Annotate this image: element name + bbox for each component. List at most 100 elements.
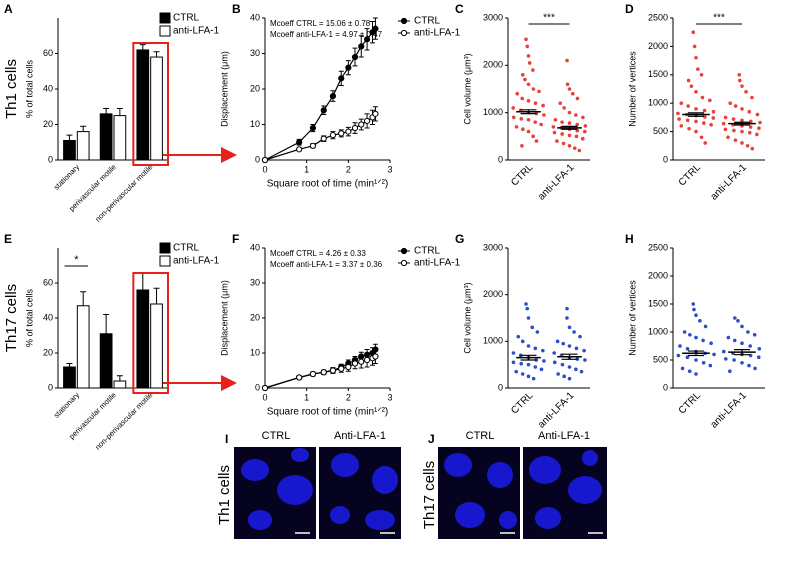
- x-tick-label: 2: [346, 164, 351, 174]
- y-axis-label: Displacement (μm): [219, 51, 229, 127]
- dot: [687, 126, 691, 131]
- dot: [531, 134, 535, 139]
- dot: [750, 95, 754, 100]
- y-tick-label: 20: [43, 119, 53, 129]
- dot: [542, 359, 546, 363]
- dot: [732, 128, 736, 133]
- dot: [685, 355, 690, 360]
- dot: [553, 117, 558, 122]
- y-tick-label: 0: [498, 382, 503, 392]
- y-tick-label: 3000: [483, 242, 503, 252]
- dot: [711, 116, 716, 120]
- dot: [526, 344, 531, 348]
- dot: [580, 136, 585, 141]
- y-tick-label: 60: [43, 277, 53, 287]
- dot: [680, 366, 685, 371]
- dot: [694, 90, 698, 94]
- bar: [76, 305, 90, 389]
- column-label: CTRL: [466, 430, 495, 442]
- dot: [686, 104, 690, 108]
- dot: [542, 113, 546, 117]
- y-tick-label: 40: [43, 312, 53, 322]
- y-tick-label: 2000: [648, 270, 668, 280]
- marker: [309, 370, 317, 378]
- dot: [524, 37, 528, 42]
- dot: [581, 115, 585, 120]
- y-tick-label: 40: [250, 12, 260, 22]
- dot: [574, 134, 579, 139]
- error-bar: [80, 291, 87, 306]
- dot: [561, 341, 566, 346]
- dot: [699, 73, 704, 77]
- dot: [525, 44, 530, 49]
- y-tick-label: 40: [43, 83, 53, 93]
- y-tick-label: 30: [250, 277, 260, 287]
- dot: [577, 148, 582, 153]
- dot: [533, 120, 537, 124]
- dot: [740, 324, 744, 329]
- panel-letter: E: [4, 232, 12, 246]
- sem-bar: [688, 350, 704, 357]
- dot: [679, 124, 684, 128]
- dot: [711, 109, 716, 114]
- bar: [150, 56, 163, 161]
- row-label: Th1 cells: [216, 465, 233, 525]
- marker: [345, 64, 352, 71]
- marker: [351, 53, 359, 61]
- dot: [692, 307, 696, 312]
- dot: [572, 146, 577, 150]
- marker: [261, 156, 269, 164]
- marker: [363, 36, 371, 43]
- dot: [686, 78, 691, 83]
- panel-letter: I: [225, 432, 228, 446]
- annotation: Mcoeff anti-LFA-1 = 4.97 ± 0.47: [270, 30, 383, 39]
- bar: [63, 366, 76, 389]
- dot: [558, 101, 563, 105]
- y-tick-label: 0: [255, 154, 260, 164]
- dot: [750, 146, 755, 151]
- dot: [696, 67, 700, 71]
- dot: [520, 96, 525, 101]
- dot: [514, 125, 519, 129]
- dot: [565, 82, 570, 87]
- dot: [524, 302, 528, 306]
- row-label: Th17 cells: [3, 284, 20, 352]
- dot: [708, 98, 712, 103]
- error-bar: [139, 44, 146, 50]
- dot: [574, 346, 579, 351]
- marker: [329, 132, 337, 139]
- marker: [363, 356, 371, 364]
- dot: [574, 113, 578, 117]
- y-tick-label: 20: [43, 347, 53, 357]
- marker: [351, 124, 359, 132]
- x-tick-label: anti-LFA-1: [536, 162, 577, 203]
- dot: [579, 369, 584, 374]
- dot: [747, 363, 751, 368]
- dot: [702, 108, 707, 113]
- dot: [733, 316, 737, 320]
- significance-label: *: [74, 254, 79, 266]
- dot: [703, 141, 707, 145]
- dot: [753, 366, 757, 371]
- dot: [746, 330, 750, 334]
- x-tick-label: 3: [387, 392, 392, 402]
- marker: [309, 142, 317, 149]
- bar: [99, 333, 113, 389]
- dot: [565, 58, 569, 63]
- dot: [534, 139, 539, 143]
- dot: [682, 330, 687, 334]
- dot: [733, 138, 738, 142]
- error-bar: [103, 108, 110, 114]
- panel-letter: J: [428, 432, 435, 446]
- dot: [526, 117, 531, 122]
- dot: [679, 101, 684, 105]
- dot: [511, 351, 516, 355]
- marker: [329, 93, 337, 100]
- dot: [535, 330, 540, 334]
- dot: [555, 139, 559, 143]
- error-bar: [80, 125, 87, 132]
- dot: [511, 115, 516, 120]
- image-panel: I Th1 cells CTRL Anti-LFA-1: [216, 430, 401, 539]
- dot: [567, 110, 572, 115]
- dot: [757, 347, 762, 351]
